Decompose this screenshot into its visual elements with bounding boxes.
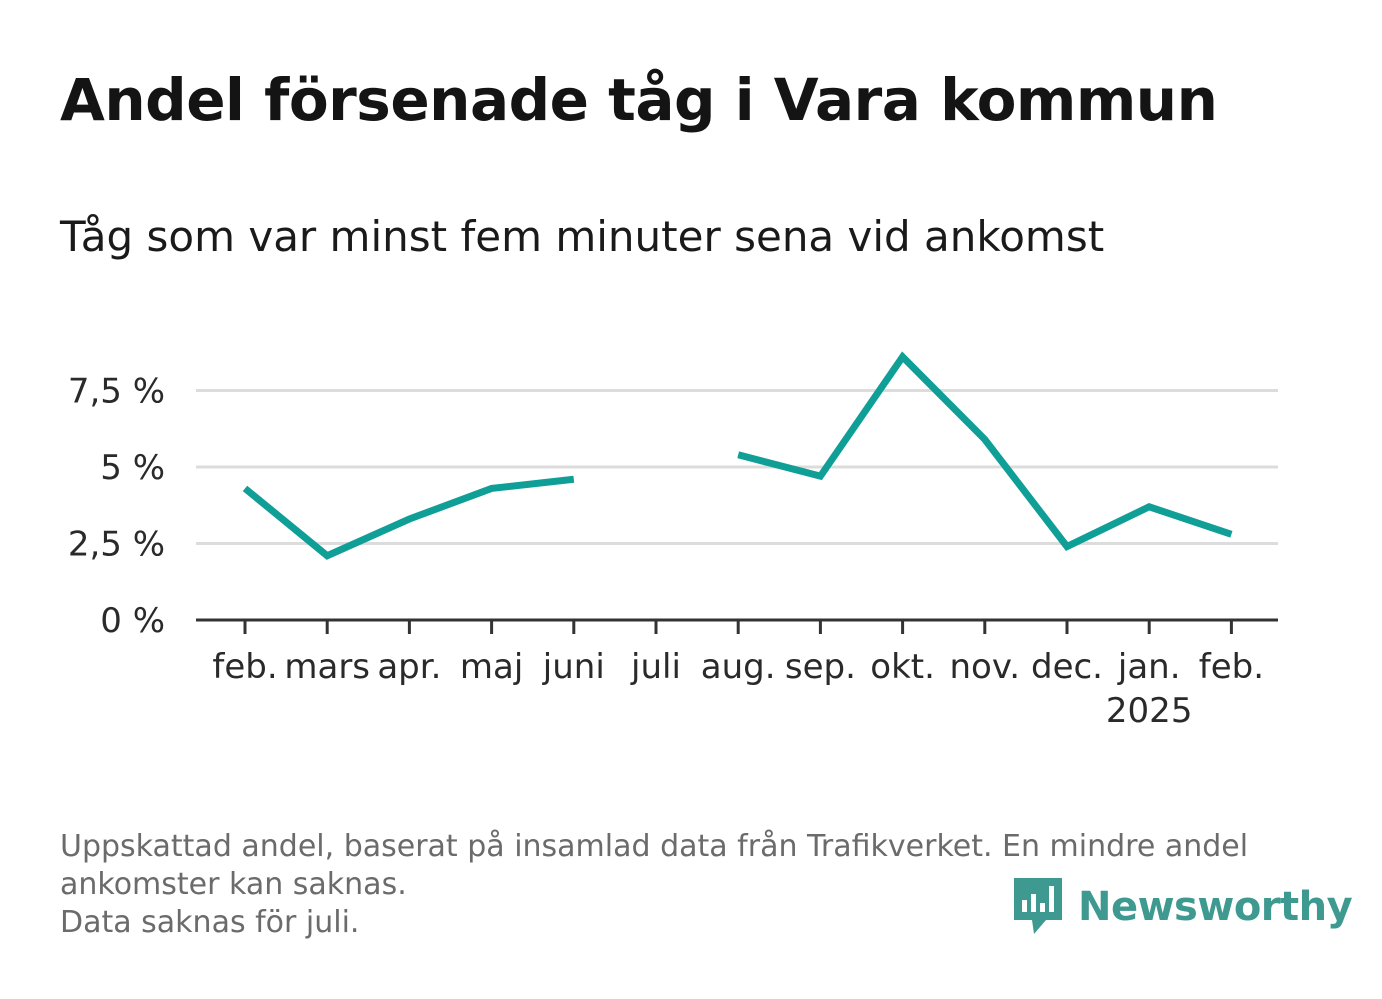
y-tick-label: 7,5 % (68, 372, 165, 412)
x-tick-label: juli (630, 647, 681, 687)
y-tick-label: 5 % (100, 448, 165, 488)
x-axis (196, 618, 1278, 634)
x-tick-label: feb. (212, 647, 277, 687)
x-tick-label: juni (542, 647, 605, 687)
y-tick-label: 2,5 % (68, 525, 165, 565)
x-axis-labels: feb. mars apr. maj juni juli aug. sep. okt. nov. d… (212, 647, 1264, 731)
x-tick-label: aug. (701, 647, 776, 687)
brand-name: Newsworthy (1078, 884, 1353, 930)
x-tick-label: mars (284, 647, 370, 687)
chart-subtitle: Tåg som var minst fem minuter sena vid a… (60, 212, 1105, 261)
series-line-segment (737, 351, 1233, 551)
x-tick-label: sep. (785, 647, 856, 687)
footer-note-source-cont: ankomster kan saknas. (60, 867, 407, 902)
x-tick-label: dec. (1031, 647, 1103, 687)
x-tick-label: nov. (949, 647, 1020, 687)
footer-note-source: Uppskattad andel, baserat på insamlad da… (60, 829, 1249, 864)
x-tick-label: jan. (1117, 647, 1181, 687)
line-chart: 0 %2,5 %5 %7,5 % feb. mars apr. maj juni juli… (68, 351, 1278, 731)
x-year-label: 2025 (1106, 691, 1193, 731)
chart-title: Andel försenade tåg i Vara kommun (60, 66, 1218, 134)
gridlines (196, 389, 1278, 545)
series-lines (242, 351, 1233, 560)
x-tick-label: okt. (870, 647, 935, 687)
footer-note-missing: Data saknas för juli. (60, 905, 360, 940)
y-axis-labels: 0 % 2,5 % 5 % 7,5 % (68, 372, 165, 642)
newsworthy-icon (1014, 878, 1062, 934)
x-tick-label: feb. (1199, 647, 1264, 687)
x-tick-label: apr. (377, 647, 441, 687)
x-tick-label: maj (460, 647, 523, 687)
newsworthy-logo: Newsworthy (1010, 876, 1353, 938)
footer-notes: Uppskattad andel, baserat på insamlad da… (60, 828, 1320, 942)
y-tick-label: 0 % (100, 601, 165, 641)
